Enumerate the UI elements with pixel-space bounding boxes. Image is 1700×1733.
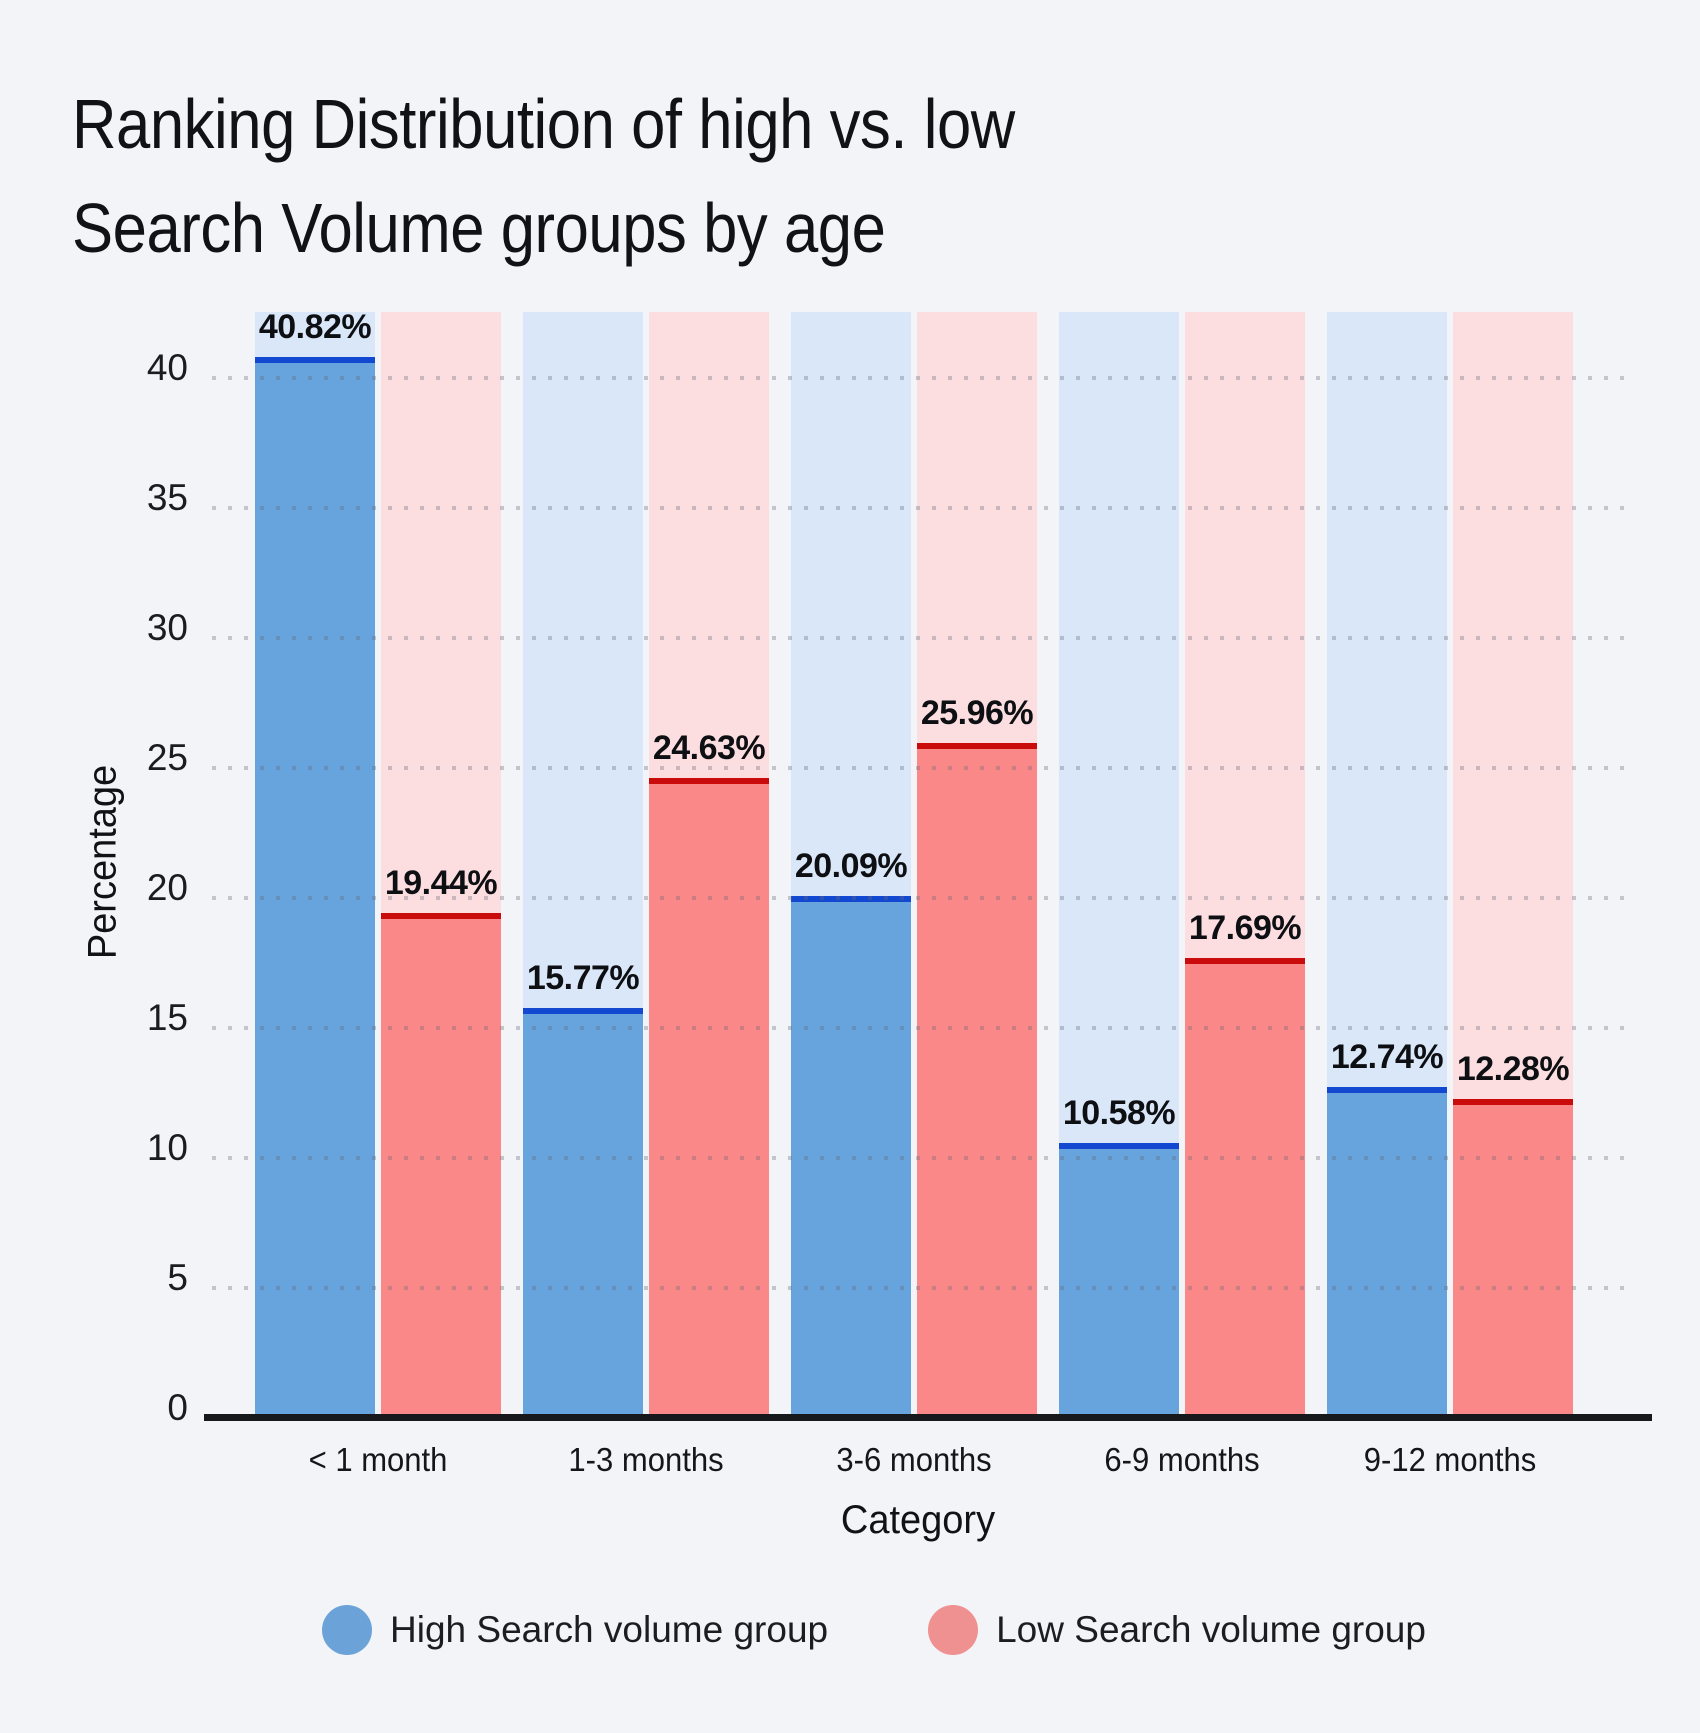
y-tick-label-40: 40 bbox=[146, 347, 188, 388]
bar-value-label: 10.58% bbox=[1062, 1093, 1176, 1132]
bar-low-9-12 months bbox=[1453, 1098, 1573, 1418]
y-tick-label-35: 35 bbox=[146, 477, 188, 518]
bar-value-label: 15.77% bbox=[526, 958, 640, 997]
gridline-30 bbox=[212, 636, 1626, 640]
gridline-5 bbox=[212, 1286, 1626, 1290]
category-label: 1-3 months bbox=[568, 1441, 724, 1478]
x-axis-line bbox=[204, 1414, 1652, 1421]
bar-value-label: 25.96% bbox=[920, 694, 1034, 733]
bar-low-1-3 months bbox=[649, 777, 769, 1418]
y-tick-label-15: 15 bbox=[146, 997, 188, 1038]
legend-label-high: High Search volume group bbox=[390, 1609, 829, 1650]
y-tick-label-5: 5 bbox=[167, 1257, 188, 1298]
bar-low-6-9 months bbox=[1185, 958, 1305, 1418]
y-tick-label-20: 20 bbox=[146, 867, 188, 908]
category-label: 3-6 months bbox=[836, 1441, 992, 1478]
y-tick-label-0: 0 bbox=[167, 1387, 188, 1428]
bar-value-label: 17.69% bbox=[1188, 909, 1302, 948]
legend-item-high: High Search volume group bbox=[322, 1605, 828, 1655]
bar-high-< 1 month bbox=[255, 356, 375, 1418]
legend-swatch-high-icon bbox=[322, 1605, 373, 1655]
chart-title: Ranking Distribution of high vs. low Sea… bbox=[72, 72, 1304, 280]
bar-low-3-6 months bbox=[917, 743, 1037, 1418]
gridline-25 bbox=[212, 766, 1626, 770]
y-tick-label-30: 30 bbox=[146, 607, 188, 648]
legend-item-low: Low Search volume group bbox=[928, 1605, 1426, 1655]
gridline-10 bbox=[212, 1156, 1626, 1160]
chart-legend: High Search volume group Low Search volu… bbox=[24, 1602, 1700, 1658]
gridline-20 bbox=[212, 896, 1626, 900]
category-label: < 1 month bbox=[308, 1441, 448, 1478]
chart-title-line-2: Search Volume groups by age bbox=[72, 189, 886, 267]
bar-high-3-6 months bbox=[791, 895, 911, 1418]
bar-high-9-12 months bbox=[1327, 1086, 1447, 1418]
chart-title-line-1: Ranking Distribution of high vs. low bbox=[72, 85, 1015, 163]
legend-swatch-low-icon bbox=[928, 1605, 979, 1655]
y-tick-label-10: 10 bbox=[146, 1127, 188, 1168]
category-label: 6-9 months bbox=[1104, 1441, 1260, 1478]
plot-area: 40.82% 19.44% 15.77% 24.63% 20.09% 25.96% 10.5… bbox=[210, 308, 1640, 1418]
bar-low-< 1 month bbox=[381, 912, 501, 1418]
bar-value-label: 12.28% bbox=[1456, 1049, 1570, 1088]
bar-value-label: 40.82% bbox=[258, 307, 372, 346]
y-tick-label-25: 25 bbox=[146, 737, 188, 778]
bar-value-label: 24.63% bbox=[652, 728, 766, 767]
x-axis-title: Category bbox=[840, 1498, 996, 1542]
bar-value-label: 19.44% bbox=[384, 863, 498, 902]
bar-high-1-3 months bbox=[523, 1008, 643, 1418]
category-label: 9-12 months bbox=[1363, 1441, 1537, 1478]
legend-label-low: Low Search volume group bbox=[996, 1609, 1426, 1650]
gridline-35 bbox=[212, 506, 1626, 510]
gridline-15 bbox=[212, 1026, 1626, 1030]
y-axis-title: Percentage bbox=[80, 764, 125, 960]
bar-high-6-9 months bbox=[1059, 1142, 1179, 1418]
bar-value-label: 20.09% bbox=[794, 846, 908, 885]
gridline-40 bbox=[212, 376, 1626, 380]
bar-value-label: 12.74% bbox=[1330, 1037, 1444, 1076]
